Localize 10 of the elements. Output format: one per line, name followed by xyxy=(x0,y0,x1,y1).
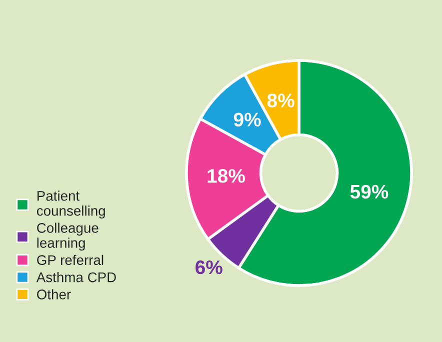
legend-label: Patient counselling xyxy=(36,190,105,219)
data-label: 59% xyxy=(350,184,388,199)
data-label: 8% xyxy=(267,94,294,108)
legend-label: Colleague learning xyxy=(37,222,98,251)
data-label: 9% xyxy=(234,112,261,127)
legend-label: GP referral xyxy=(37,254,104,266)
legend-label: Other xyxy=(37,289,71,300)
data-label: 6% xyxy=(196,260,222,274)
data-label: 18% xyxy=(208,169,245,183)
legend-label: Asthma CPD xyxy=(36,272,116,282)
